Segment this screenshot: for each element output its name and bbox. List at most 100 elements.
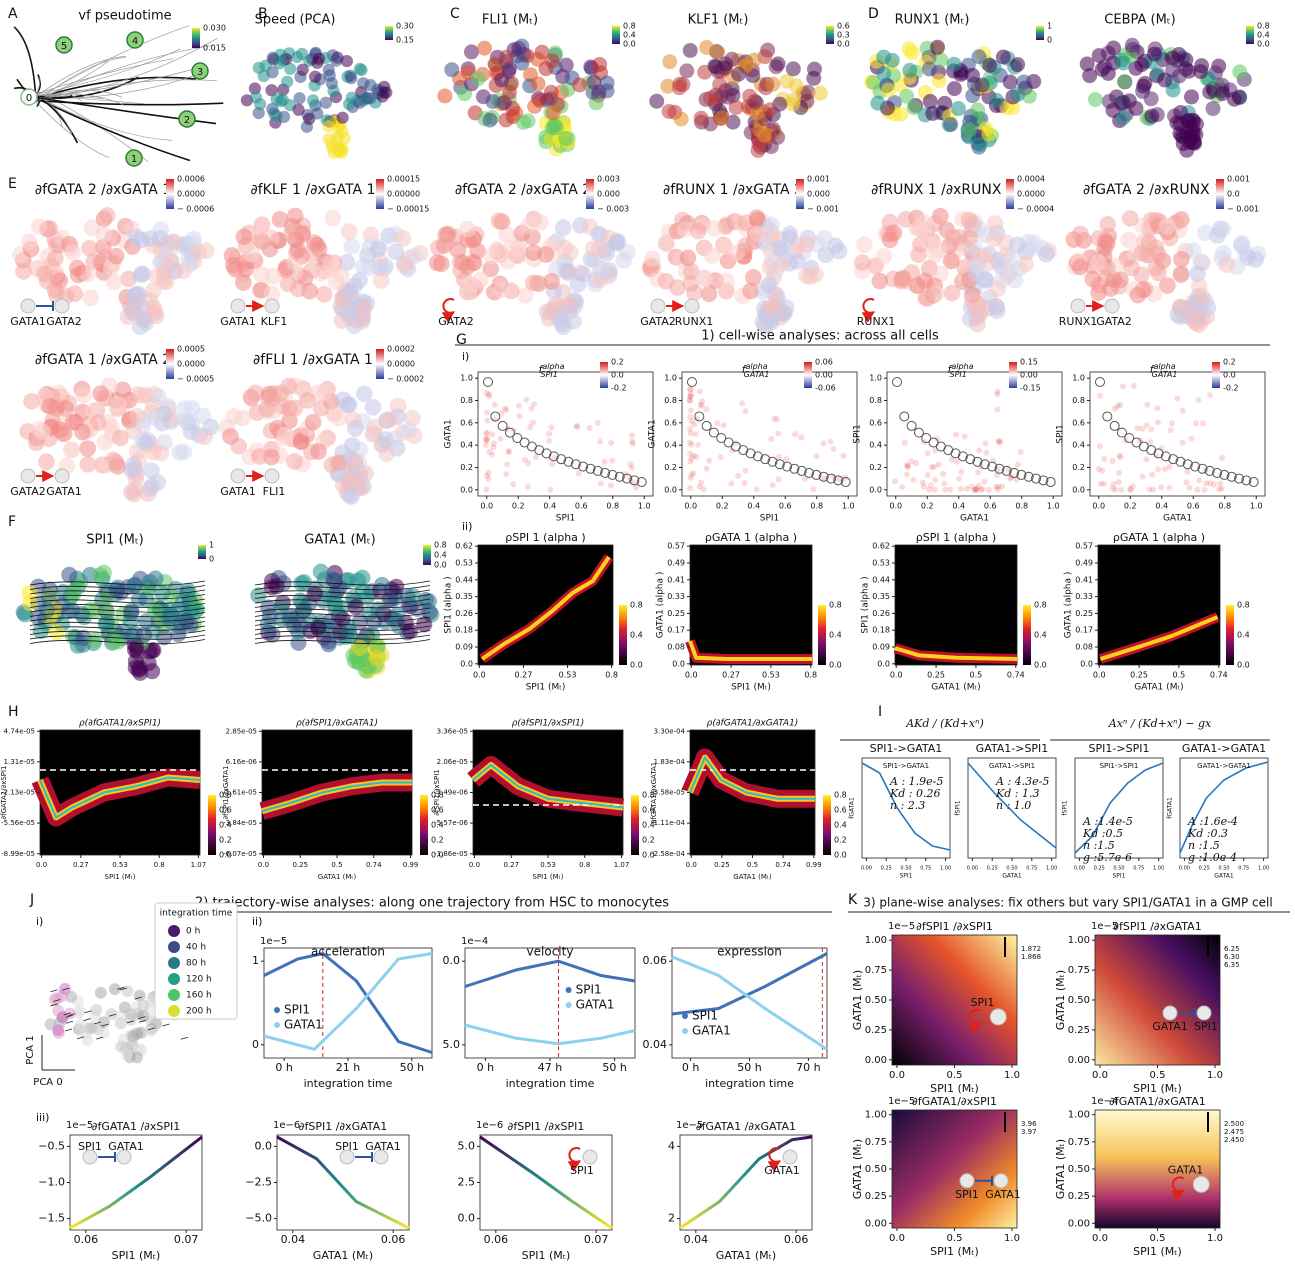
- cell: [742, 467, 749, 474]
- cell: [222, 428, 239, 445]
- colorbar-tick: 0.8: [623, 22, 636, 31]
- colorbar-tick: − 0.0006: [177, 205, 214, 214]
- cell: [762, 102, 778, 118]
- colorbar-tick: 0.06: [815, 358, 833, 367]
- cell: [81, 1034, 94, 1047]
- colorbar-tick: 1: [209, 541, 214, 550]
- arrow: [50, 989, 58, 993]
- x-tick-label: 0.5: [1150, 1070, 1166, 1081]
- y-axis-label: GATA1 (Mₜ): [851, 1139, 864, 1199]
- cell: [1147, 439, 1154, 446]
- cell: [943, 284, 961, 302]
- cell: [304, 413, 322, 431]
- colorbar-tick: 0: [1047, 36, 1052, 45]
- x-tick-label: 21 h: [336, 1061, 360, 1074]
- gene-label: GATA1: [10, 315, 46, 328]
- cell: [125, 456, 143, 474]
- cell: [960, 211, 978, 229]
- x-tick-label: 0.25: [927, 671, 945, 680]
- colorbar-tick: − 0.0004: [1017, 205, 1054, 214]
- cell: [893, 272, 911, 290]
- title: ρ(∂fGATA1/∂xGATA1): [707, 719, 799, 729]
- legend-label: 120 h: [186, 975, 212, 985]
- y-tick-label: 0.6: [1072, 418, 1085, 427]
- cell: [543, 272, 560, 290]
- cell: [1005, 99, 1021, 115]
- cell: [47, 249, 64, 267]
- x-tick-label: 0.25: [987, 866, 998, 872]
- gene-label: RUNX1: [857, 315, 895, 328]
- cell: [1129, 286, 1147, 304]
- x-tick-label: 0.8: [154, 861, 165, 869]
- cell: [898, 484, 905, 491]
- cell: [276, 93, 289, 107]
- y-tick-label: 0.25: [865, 1191, 887, 1202]
- cell: [263, 390, 280, 407]
- title: SPI1->GATA1: [870, 742, 943, 755]
- sub-label: iii): [36, 1111, 49, 1124]
- y-tick-label: 0.0: [255, 1139, 273, 1152]
- cell: [554, 219, 572, 236]
- cell: [293, 92, 306, 105]
- cell: [976, 447, 983, 454]
- x-tick-label: 0.75: [1133, 866, 1144, 872]
- y-tick-label: 2: [668, 1212, 675, 1225]
- cell: [994, 406, 1001, 413]
- y-tick-label: 0.0: [1072, 485, 1085, 494]
- x-tick-label: 0.0: [686, 861, 697, 869]
- cell: [728, 99, 744, 115]
- colorbar-tick: 0.0: [1257, 40, 1270, 49]
- x-tick-label: 0.5: [970, 671, 983, 680]
- cell: [812, 85, 828, 101]
- x-tick-label: 0.53: [762, 671, 780, 680]
- gene-label: GATA1: [1152, 1020, 1188, 1033]
- title: GATA1->SPI1: [989, 762, 1035, 770]
- streamline: [32, 58, 174, 96]
- y-tick-label: 0.53: [455, 559, 473, 568]
- cell: [1127, 486, 1134, 493]
- cell: [762, 216, 780, 234]
- y-axis-label: ∂fSPI1/∂xGATA1: [222, 765, 230, 819]
- cell: [1210, 481, 1217, 488]
- colorbar-tick: 0.4: [434, 551, 447, 560]
- cell: [315, 384, 333, 401]
- x-tick-label: 0.5: [947, 1233, 963, 1244]
- legend-swatch: [168, 1005, 180, 1017]
- cell: [768, 435, 775, 442]
- x-tick-label: 0.8: [1015, 502, 1028, 511]
- section-header: 2) trajectory-wise analyses: along one t…: [195, 896, 669, 911]
- y-tick-label: 0.26: [872, 609, 890, 618]
- cell: [347, 420, 364, 437]
- cell: [1001, 250, 1018, 268]
- cell: [981, 126, 997, 142]
- cell: [687, 485, 694, 492]
- colorbar: [420, 795, 428, 855]
- gene-label: SPI1: [335, 1140, 359, 1153]
- y-tick-label: 0.75: [865, 965, 887, 976]
- cell: [870, 95, 886, 111]
- streamline: [37, 56, 127, 102]
- legend-label: SPI1: [576, 983, 602, 997]
- plot-area: [1094, 934, 1221, 1066]
- cell: [251, 448, 268, 465]
- cell: [396, 257, 414, 275]
- cell: [323, 69, 336, 82]
- cell: [1158, 217, 1176, 235]
- node-label: 2: [184, 115, 190, 126]
- cell: [1116, 74, 1132, 90]
- cell: [1134, 217, 1152, 234]
- cell: [742, 88, 758, 104]
- x-tick-label: 0.53: [112, 861, 128, 869]
- colorbar-tick: 6.35: [1224, 961, 1240, 969]
- cell: [482, 112, 498, 128]
- x-tick-label: 0.2: [512, 502, 525, 511]
- x-tick-label: 0.5: [1173, 671, 1186, 680]
- cell: [1216, 486, 1223, 493]
- cell: [687, 407, 694, 414]
- cell: [988, 302, 1006, 320]
- colorbar-tick: 0.0004: [1017, 175, 1045, 184]
- cell: [223, 247, 241, 264]
- arrow: [65, 1020, 74, 1024]
- cell: [806, 70, 822, 86]
- cell: [459, 220, 476, 238]
